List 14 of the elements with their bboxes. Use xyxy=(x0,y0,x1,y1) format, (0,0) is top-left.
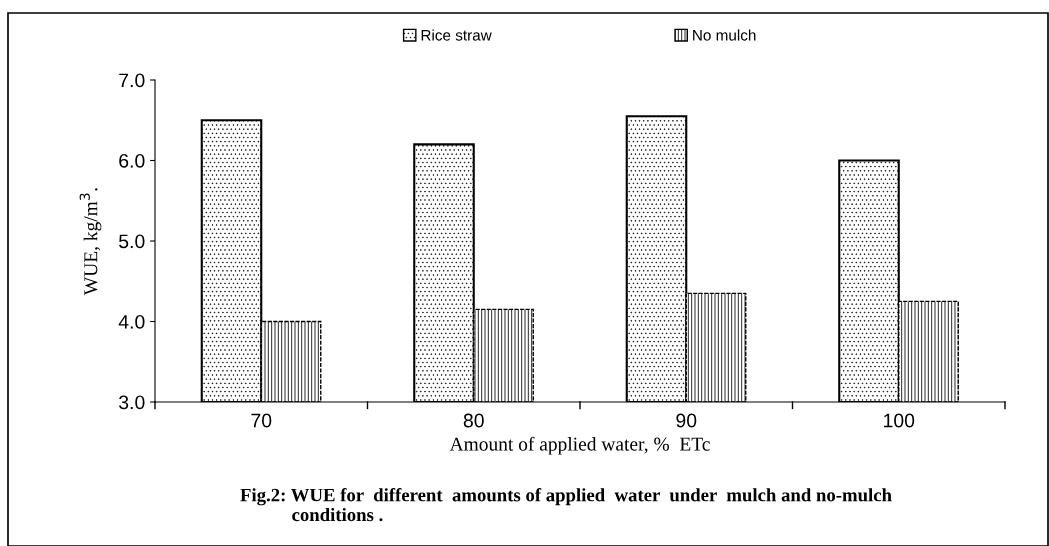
y-axis-title: WUE, kg/m$^{3}$. xyxy=(79,188,102,296)
y-tick-label: 6.0 xyxy=(119,153,145,168)
x-tick-label: 90 xyxy=(676,413,697,428)
y-tick-label: 7.0 xyxy=(119,73,145,88)
legend-label: Rice straw xyxy=(421,29,492,41)
x-tick-label: 100 xyxy=(884,413,915,428)
y-tick-label: 3.0 xyxy=(118,395,145,410)
y-tick-label: 4.0 xyxy=(118,314,145,329)
legend-label: No mulch xyxy=(693,29,756,41)
x-axis-title: Amount of applied water, % ETc xyxy=(449,436,710,455)
x-tick-label: 70 xyxy=(251,413,272,428)
caption: Fig.2: WUE for different amounts of applied water under mulch and no-mulch conditions . xyxy=(240,488,892,522)
y-tick-label: 5.0 xyxy=(119,234,145,249)
x-tick-label: 80 xyxy=(463,413,484,428)
